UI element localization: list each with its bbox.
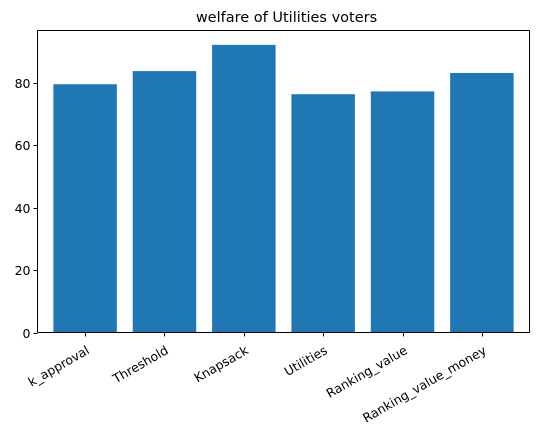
chart-title: welfare of Utilities voters [196, 10, 377, 26]
x-tick-label: k_approval [25, 342, 91, 389]
bar-ranking-value-money [450, 72, 514, 333]
bar-ranking-value [370, 91, 435, 333]
x-tick-label: Knapsack [191, 342, 251, 385]
y-tick-label: 0 [23, 326, 31, 341]
y-tick-label: 60 [15, 138, 31, 153]
bar-threshold [132, 71, 197, 333]
x-tick-label: Utilities [282, 342, 330, 379]
y-tick-label: 20 [15, 263, 31, 278]
bars-group [53, 44, 514, 333]
y-tick-label: 40 [15, 201, 31, 216]
x-tick-label: Threshold [109, 342, 171, 386]
bar-k-approval [53, 84, 117, 333]
bar-utilities [291, 94, 355, 333]
y-tick-label: 80 [15, 76, 31, 91]
bar-knapsack [212, 44, 276, 333]
y-axis: 0 20 40 60 80 [15, 30, 38, 341]
